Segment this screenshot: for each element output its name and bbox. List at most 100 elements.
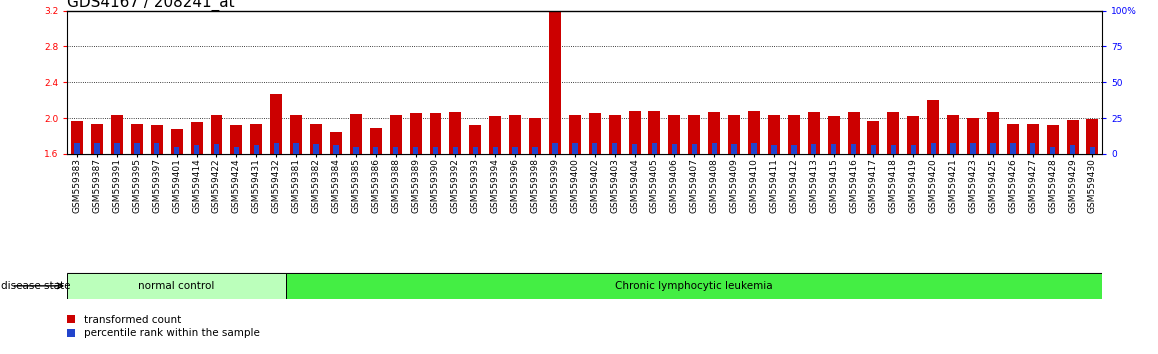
Bar (732, 144, 736, 154)
Bar (115, 143, 119, 154)
Bar (254, 145, 259, 154)
Bar (513, 147, 518, 154)
Bar (131, 124, 142, 154)
Bar (330, 132, 342, 154)
Bar (71, 121, 83, 154)
Bar (1010, 143, 1016, 154)
Bar (91, 124, 103, 154)
Bar (611, 143, 617, 154)
Text: Chronic lymphocytic leukemia: Chronic lymphocytic leukemia (615, 281, 774, 291)
Bar (808, 112, 820, 154)
Bar (572, 143, 578, 154)
Bar (691, 144, 697, 154)
Bar (449, 112, 461, 154)
Bar (787, 115, 800, 154)
Bar (369, 128, 382, 154)
Bar (967, 118, 979, 154)
Bar (293, 143, 299, 154)
Bar (67, 273, 286, 299)
Bar (748, 111, 760, 154)
Bar (1050, 147, 1055, 154)
Bar (588, 113, 601, 154)
Bar (987, 112, 999, 154)
Bar (413, 147, 418, 154)
Bar (728, 115, 740, 154)
Bar (230, 125, 242, 154)
Bar (668, 115, 681, 154)
Bar (529, 118, 541, 154)
Text: GDS4167 / 208241_at: GDS4167 / 208241_at (67, 0, 235, 11)
Bar (334, 145, 338, 154)
Bar (831, 144, 836, 154)
Bar (592, 143, 598, 154)
Bar (453, 147, 459, 154)
Bar (1006, 124, 1019, 154)
Bar (931, 143, 936, 154)
Bar (609, 115, 621, 154)
Bar (193, 145, 199, 154)
Bar (672, 144, 677, 154)
Bar (711, 143, 717, 154)
Bar (286, 273, 1102, 299)
Bar (1070, 145, 1076, 154)
Text: disease state: disease state (1, 281, 71, 291)
Bar (1090, 147, 1095, 154)
Text: normal control: normal control (139, 281, 215, 291)
Bar (947, 115, 959, 154)
Bar (154, 143, 160, 154)
Bar (828, 116, 840, 154)
Bar (648, 111, 660, 154)
Bar (569, 115, 581, 154)
Bar (234, 147, 239, 154)
Bar (291, 115, 302, 154)
Bar (170, 129, 183, 154)
Bar (214, 144, 219, 154)
Bar (688, 115, 701, 154)
Bar (151, 125, 163, 154)
Bar (552, 143, 558, 154)
Bar (791, 145, 797, 154)
Bar (1086, 119, 1099, 154)
Bar (211, 115, 222, 154)
Bar (1031, 143, 1035, 154)
Bar (970, 143, 976, 154)
Bar (111, 115, 123, 154)
Bar (928, 100, 939, 154)
Bar (629, 111, 640, 154)
Bar (250, 124, 262, 154)
Bar (910, 145, 916, 154)
Bar (390, 115, 402, 154)
Bar (393, 147, 398, 154)
Bar (174, 147, 179, 154)
Bar (314, 144, 318, 154)
Bar (752, 143, 756, 154)
Bar (1027, 124, 1039, 154)
Legend: transformed count, percentile rank within the sample: transformed count, percentile rank withi… (67, 315, 259, 338)
Bar (871, 145, 877, 154)
Bar (652, 143, 657, 154)
Bar (851, 144, 856, 154)
Bar (811, 144, 816, 154)
Bar (990, 143, 996, 154)
Bar (350, 114, 361, 154)
Bar (373, 147, 379, 154)
Bar (492, 147, 498, 154)
Bar (472, 147, 478, 154)
Bar (533, 147, 537, 154)
Bar (768, 115, 779, 154)
Bar (410, 113, 422, 154)
Bar (867, 121, 879, 154)
Bar (1047, 125, 1058, 154)
Bar (891, 145, 896, 154)
Bar (191, 122, 203, 154)
Bar (433, 147, 438, 154)
Bar (549, 11, 560, 154)
Bar (489, 116, 501, 154)
Bar (430, 113, 441, 154)
Bar (273, 143, 279, 154)
Bar (510, 115, 521, 154)
Bar (310, 124, 322, 154)
Bar (134, 143, 139, 154)
Bar (771, 145, 777, 154)
Bar (848, 112, 859, 154)
